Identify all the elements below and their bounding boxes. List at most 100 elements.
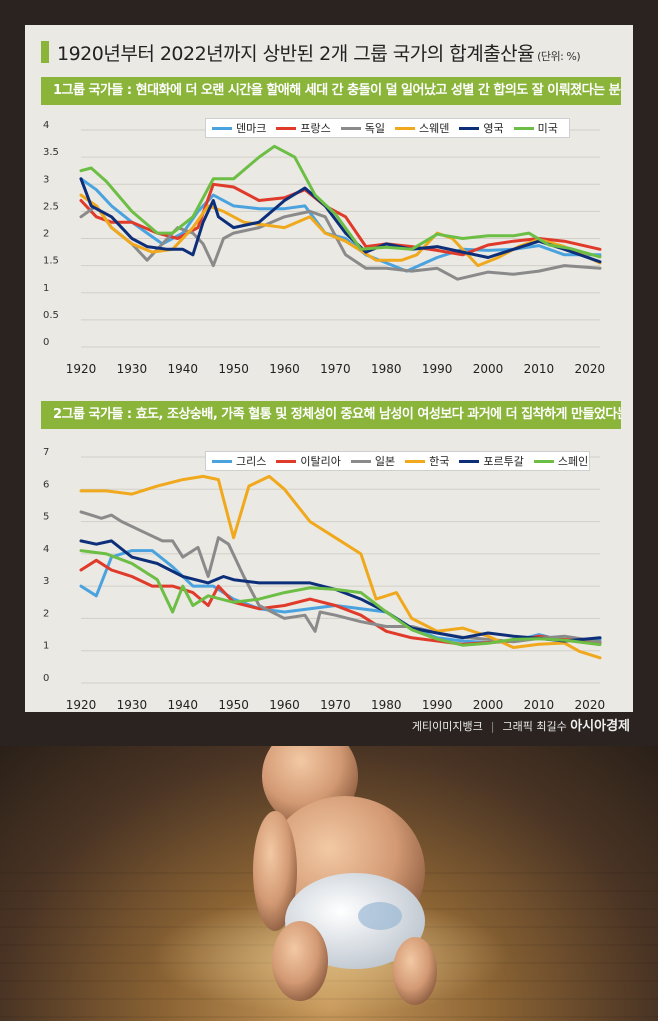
x-tick-label: 2010 [524, 698, 555, 712]
x-tick-label: 1940 [167, 698, 198, 712]
x-tick-label: 2010 [524, 362, 555, 376]
y-tick-label: 4 [43, 120, 49, 131]
y-tick-label: 1 [43, 641, 49, 652]
legend-item-spain: 스페인 [533, 453, 589, 469]
x-tick-label: 2000 [473, 698, 504, 712]
y-tick-label: 1.5 [43, 256, 59, 267]
group2-banner: 2그룹 국가들 : 효도, 조상숭배, 가족 혈통 및 정체성이 중요해 남성이… [41, 401, 621, 429]
legend-label: 프랑스 [300, 122, 331, 135]
group2-legend: 그리스 이탈리아 일본 한국 포르투갈 스페인 [205, 451, 590, 471]
y-tick-label: 0.5 [43, 310, 59, 321]
legend-swatch [405, 459, 426, 463]
group1-legend: 덴마크 프랑스 독일 스웨덴 영국 미국 [205, 118, 570, 138]
y-tick-label: 1 [43, 283, 49, 294]
y-tick-label: 0 [43, 673, 49, 684]
legend-item-france: 프랑스 [276, 120, 331, 136]
x-tick-label: 1930 [117, 362, 148, 376]
legend-label: 덴마크 [236, 122, 267, 135]
legend-label: 스웨덴 [419, 122, 450, 135]
x-tick-label: 1980 [371, 362, 402, 376]
series-line-italy [79, 558, 602, 646]
legend-swatch [395, 126, 415, 130]
x-tick-label: 1950 [218, 698, 249, 712]
credits: 게티이미지뱅크 | 그래픽 최길수 아시아경제 [411, 719, 630, 734]
legend-label: 한국 [429, 455, 450, 468]
x-tick-label: 1960 [269, 362, 300, 376]
series-line-korea [79, 474, 602, 660]
legend-label: 스페인 [557, 455, 589, 468]
y-tick-label: 7 [43, 447, 49, 458]
legend-label: 포르투갈 [483, 455, 524, 468]
x-tick-label: 1920 [66, 698, 97, 712]
legend-swatch [212, 459, 232, 463]
legend-swatch [340, 126, 361, 130]
legend-item-japan: 일본 [350, 453, 396, 469]
series-line-usa [79, 144, 602, 259]
y-tick-label: 3.5 [43, 147, 59, 158]
legend-swatch [212, 126, 232, 130]
y-tick-label: 0 [43, 337, 49, 348]
legend-swatch [459, 126, 480, 130]
y-tick-label: 2.5 [43, 201, 59, 212]
legend-label: 일본 [374, 455, 396, 468]
legend-label: 미국 [537, 122, 558, 135]
legend-swatch [513, 126, 534, 130]
x-tick-label: 2000 [473, 362, 504, 376]
x-tick-label: 1950 [218, 362, 249, 376]
baby-figure [253, 746, 437, 1005]
legend-item-germany: 독일 [340, 120, 385, 136]
baby-photo [0, 746, 658, 1021]
series-line-uk [79, 177, 602, 264]
title-accent-bar [41, 41, 49, 63]
y-tick-label: 2 [43, 608, 49, 619]
y-tick-label: 2 [43, 229, 49, 240]
series-line-portugal [79, 539, 602, 643]
y-tick-label: 3 [43, 174, 49, 185]
legend-item-sweden: 스웨덴 [395, 120, 449, 136]
photo-credit: 게티이미지뱅크 [411, 720, 483, 733]
series-line-denmark [79, 177, 602, 273]
x-tick-label: 1930 [117, 698, 148, 712]
chart-panel: 1920년부터 2022년까지 상반된 2개 그룹 국가의 합계출산율 (단위: … [25, 25, 633, 712]
legend-swatch [533, 459, 554, 463]
legend-item-usa: 미국 [513, 120, 558, 136]
legend-label: 그리스 [236, 455, 267, 468]
series-line-sweden [79, 193, 602, 268]
group1-banner: 1그룹 국가들 : 현대화에 더 오랜 시간을 할애해 세대 간 충돌이 덜 일… [41, 77, 621, 105]
legend-item-uk: 영국 [459, 120, 504, 136]
legend-item-italy: 이탈리아 [276, 453, 341, 469]
x-tick-label: 1970 [320, 362, 351, 376]
x-tick-label: 1940 [167, 362, 198, 376]
series-line-germany [79, 204, 602, 281]
y-tick-label: 5 [43, 512, 49, 523]
series-line-spain [79, 549, 602, 647]
legend-item-korea: 한국 [405, 453, 449, 469]
legend-swatch [276, 126, 297, 130]
legend-swatch [276, 459, 297, 463]
legend-item-greece: 그리스 [212, 453, 266, 469]
y-tick-label: 6 [43, 479, 49, 490]
legend-item-denmark: 덴마크 [212, 120, 266, 136]
x-tick-label: 1990 [422, 698, 453, 712]
graphic-credit: 그래픽 최길수 [502, 720, 567, 733]
legend-label: 독일 [364, 122, 385, 135]
x-tick-label: 1960 [269, 698, 300, 712]
legend-item-portugal: 포르투갈 [459, 453, 524, 469]
legend-label: 영국 [483, 122, 504, 135]
x-tick-label: 1920 [66, 362, 97, 376]
x-tick-label: 2020 [575, 362, 606, 376]
y-tick-label: 3 [43, 576, 49, 587]
line-charts: 0 0.5 1 1.5 2 2.5 3 3.5 4 1920 1930 1940 1950 1960 197… [43, 120, 606, 712]
x-tick-label: 1980 [371, 698, 402, 712]
unit-label: (단위: %) [537, 50, 581, 63]
series-line-japan [79, 510, 602, 644]
legend-label: 이탈리아 [300, 455, 341, 468]
brand-logo: 아시아경제 [570, 719, 630, 734]
x-tick-label: 2020 [575, 698, 606, 712]
page-title: 1920년부터 2022년까지 상반된 2개 그룹 국가의 합계출산율 (단위: … [57, 43, 581, 65]
y-tick-label: 4 [43, 544, 49, 555]
legend-swatch [350, 459, 371, 463]
legend-swatch [459, 459, 480, 463]
x-tick-label: 1990 [422, 362, 453, 376]
x-tick-label: 1970 [320, 698, 351, 712]
